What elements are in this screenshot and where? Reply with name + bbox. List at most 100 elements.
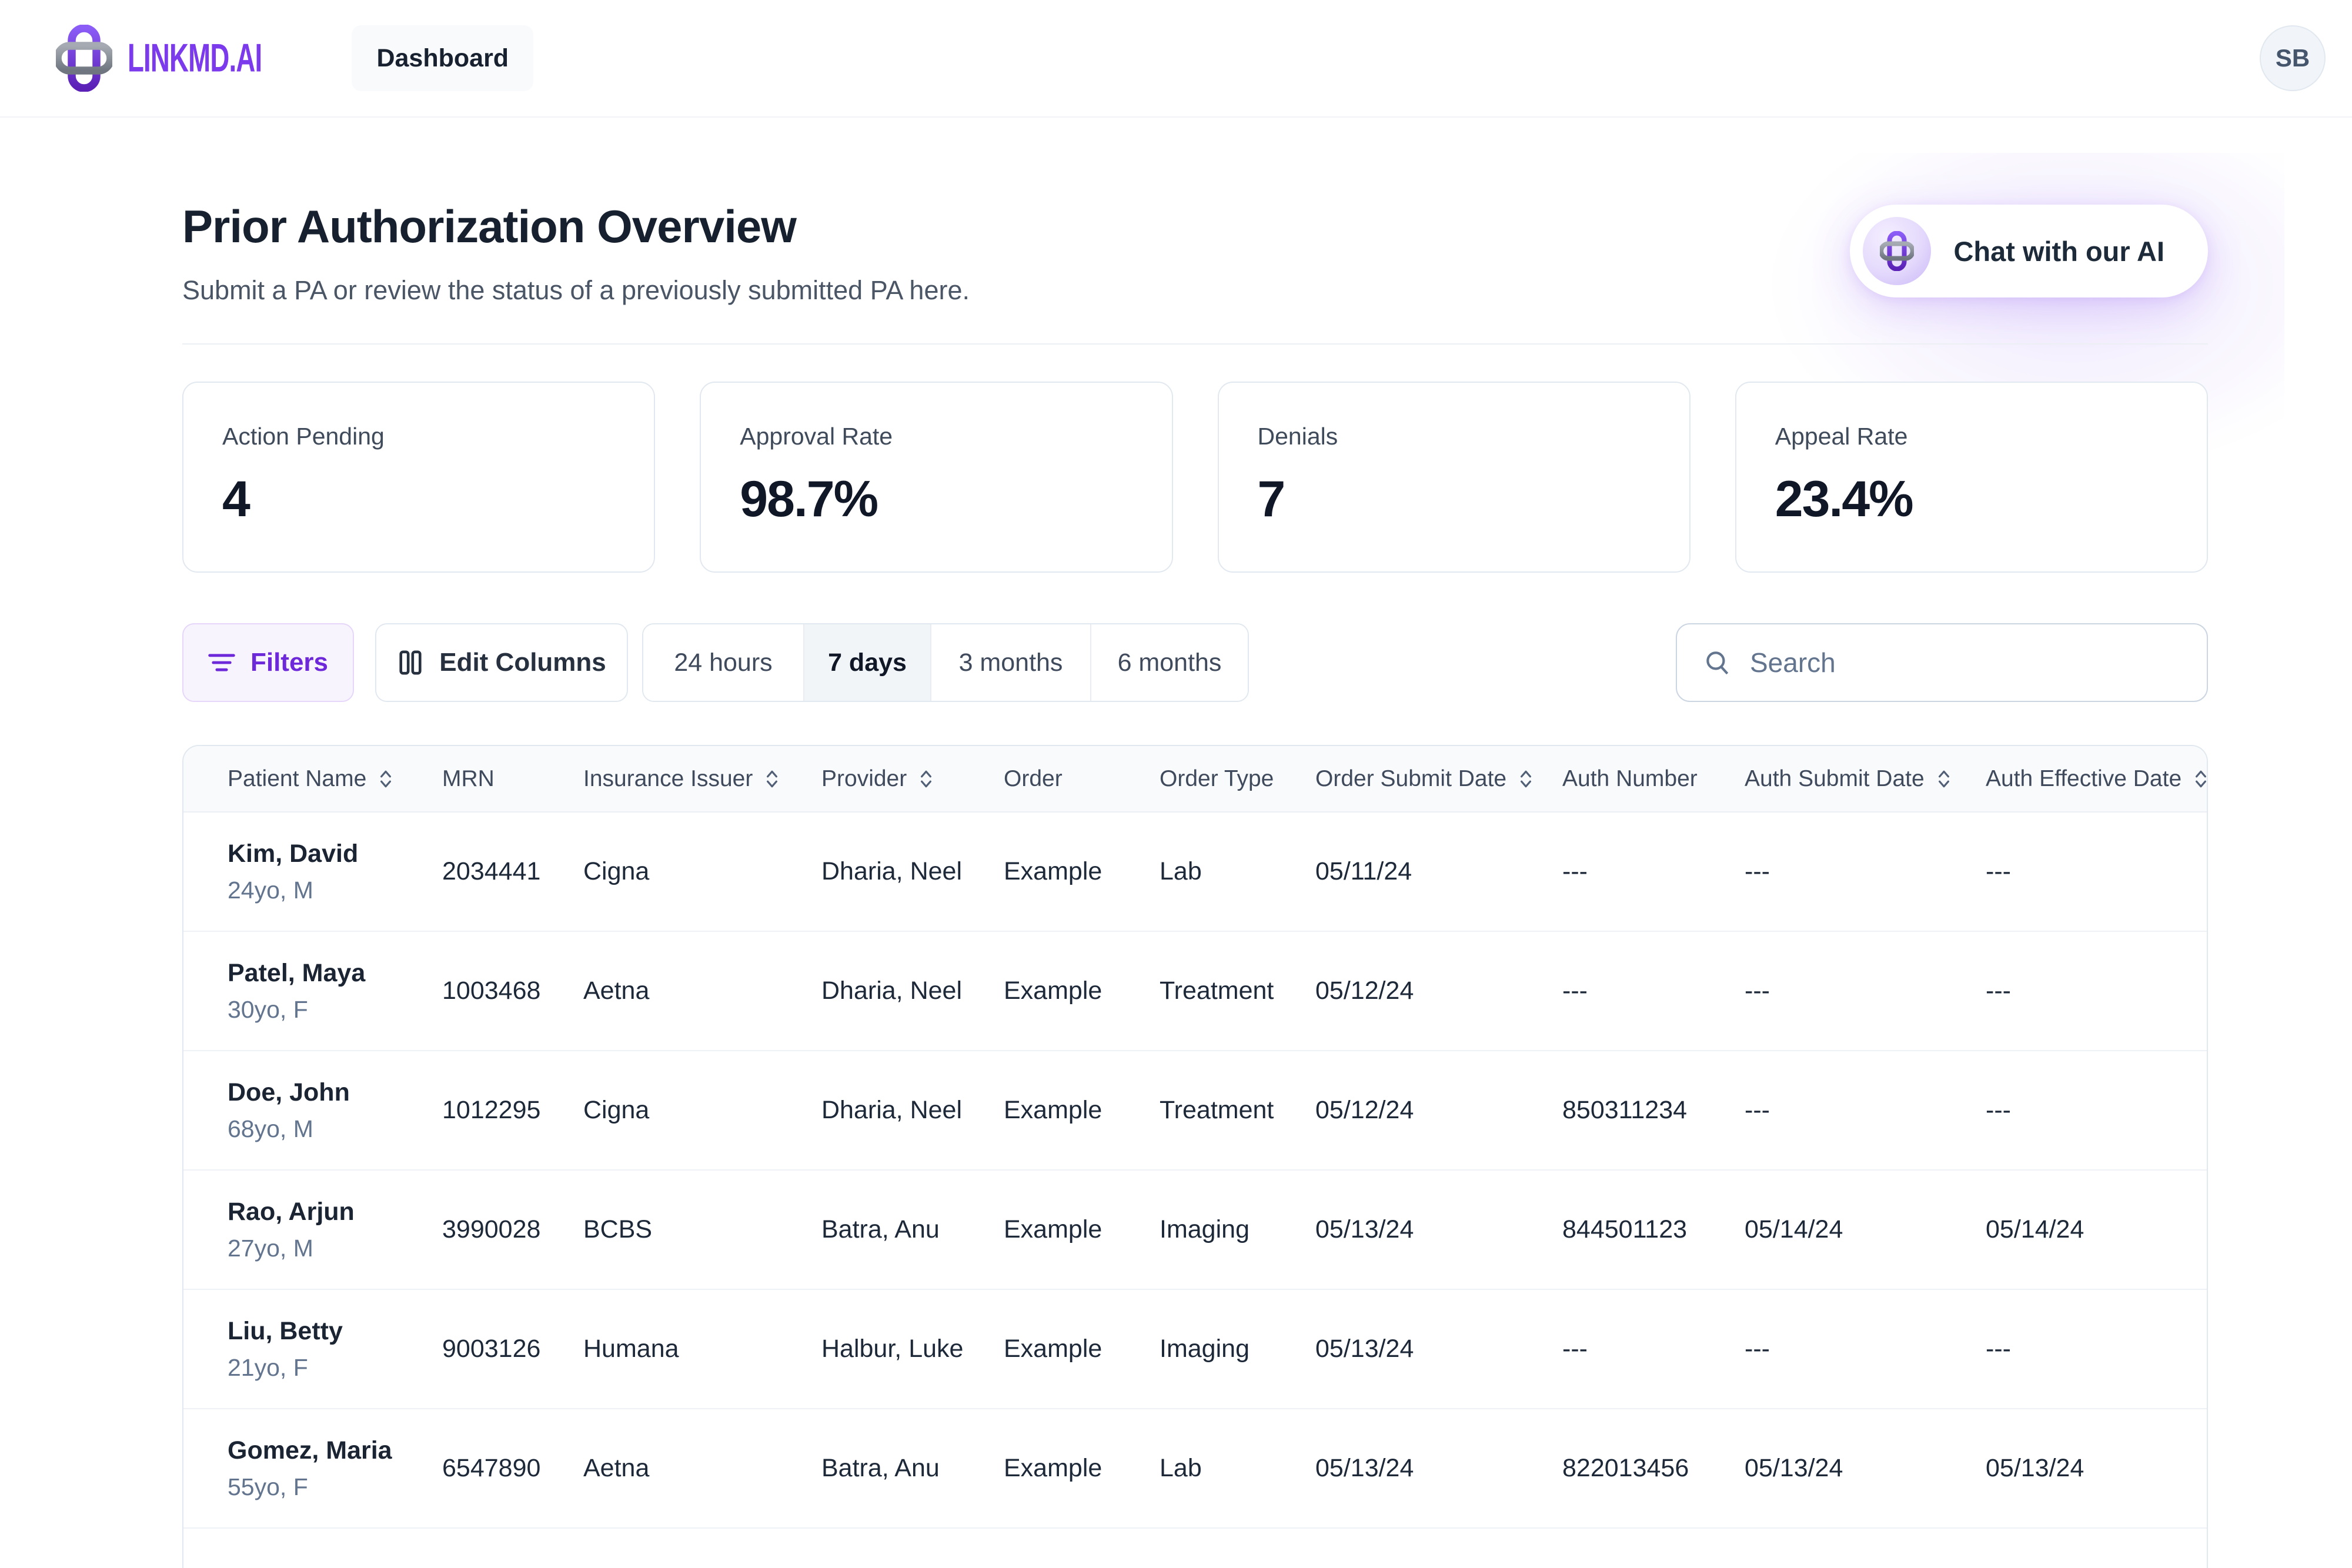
cell-provider: Batra, Anu [821, 1454, 940, 1482]
cell-order-submit-date: 05/13/24 [1315, 1335, 1414, 1363]
user-avatar[interactable]: SB [2260, 25, 2326, 91]
cell-auth-submit-date: --- [1745, 977, 1770, 1005]
edit-columns-label: Edit Columns [439, 648, 606, 677]
cell-auth-effective-date: --- [1986, 1096, 2011, 1124]
cell-order-type: Imaging [1160, 1335, 1250, 1363]
stat-card-denials: Denials 7 [1217, 382, 1690, 573]
section-divider [182, 343, 2208, 345]
table-toolbar: Filters Edit Columns 24 hours 7 days 3 m… [182, 623, 2208, 702]
range-3-months[interactable]: 3 months [930, 624, 1090, 701]
page-title: Prior Authorization Overview [182, 200, 797, 252]
cell-insurance: Aetna [583, 1454, 650, 1482]
col-header-order: Order [1004, 765, 1063, 791]
table-row[interactable]: Kim, David 24yo, M 2034441 Cigna Dharia,… [183, 813, 2207, 932]
time-range-segmented-control: 24 hours 7 days 3 months 6 months [642, 623, 1249, 702]
stat-cards-row: Action Pending 4 Approval Rate 98.7% Den… [182, 382, 2208, 573]
chat-ai-label: Chat with our AI [1953, 235, 2164, 267]
stat-label: Approval Rate [740, 423, 893, 450]
brand-name: LINKMD.AI [128, 36, 262, 81]
cell-patient: Gomez, Maria 55yo, F [228, 1436, 392, 1500]
filters-button[interactable]: Filters [182, 623, 354, 702]
nav-dashboard[interactable]: Dashboard [352, 25, 534, 91]
cell-order: Example [1004, 1335, 1102, 1363]
page-subtitle: Submit a PA or review the status of a pr… [182, 275, 970, 305]
table-row[interactable]: Liu, Betty 21yo, F 9003126 Humana Halbur… [183, 1290, 2207, 1409]
stat-label: Denials [1257, 423, 1338, 450]
table-row[interactable]: Doe, John 68yo, M 1012295 Cigna Dharia, … [183, 1051, 2207, 1171]
sort-icon [2196, 770, 2207, 787]
col-header-order-submit-date[interactable]: Order Submit Date [1315, 766, 1562, 792]
stat-card-approval-rate: Approval Rate 98.7% [700, 382, 1173, 573]
col-header-insurance-issuer[interactable]: Insurance Issuer [583, 766, 821, 792]
prior-auth-table: Patient Name MRN Insurance Issuer Provid… [182, 745, 2208, 1568]
stat-value: 23.4% [1775, 471, 1914, 527]
sort-icon [921, 770, 932, 787]
cell-mrn: 1012295 [442, 1096, 541, 1124]
chat-with-ai-button[interactable]: Chat with our AI [1850, 205, 2208, 297]
sort-icon [767, 770, 778, 787]
linkmd-logo-icon [56, 25, 112, 92]
cell-order: Example [1004, 977, 1102, 1005]
range-24-hours[interactable]: 24 hours [643, 624, 803, 701]
cell-patient: Patel, Maya 30yo, F [228, 958, 366, 1023]
stat-card-action-pending: Action Pending 4 [182, 382, 656, 573]
cell-provider: Halbur, Luke [821, 1335, 964, 1363]
cell-order-type: Lab [1160, 1454, 1202, 1482]
cell-order: Example [1004, 1454, 1102, 1482]
cell-auth-submit-date: 05/13/24 [1745, 1454, 1843, 1482]
col-header-auth-effective-date[interactable]: Auth Effective Date [1986, 766, 2207, 792]
chat-ai-logo-icon [1863, 217, 1932, 285]
cell-order: Example [1004, 857, 1102, 885]
cell-auth-effective-date: 05/13/24 [1986, 1454, 2084, 1482]
sort-icon [1521, 770, 1532, 787]
cell-mrn: 2034441 [442, 857, 541, 885]
edit-columns-button[interactable]: Edit Columns [375, 623, 628, 702]
cell-auth-effective-date: --- [1986, 977, 2011, 1005]
table-row[interactable]: Rao, Arjun 27yo, M 3990028 BCBS Batra, A… [183, 1171, 2207, 1290]
cell-provider: Batra, Anu [821, 1215, 940, 1243]
stat-label: Action Pending [222, 423, 385, 450]
table-row[interactable]: Gomez, Maria 55yo, F 6547890 Aetna Batra… [183, 1409, 2207, 1529]
cell-order-type: Treatment [1160, 977, 1274, 1005]
cell-order: Example [1004, 1096, 1102, 1124]
stat-value: 7 [1257, 471, 1286, 527]
columns-icon [399, 650, 422, 675]
cell-auth-number: --- [1562, 977, 1588, 1005]
table-row[interactable]: Patel, Maya 30yo, F 1003468 Aetna Dharia… [183, 932, 2207, 1051]
cell-auth-submit-date: --- [1745, 857, 1770, 885]
cell-auth-effective-date: 05/14/24 [1986, 1215, 2084, 1243]
stat-card-appeal-rate: Appeal Rate 23.4% [1735, 382, 2208, 573]
range-6-months[interactable]: 6 months [1090, 624, 1248, 701]
cell-insurance: Cigna [583, 857, 650, 885]
cell-order-submit-date: 05/12/24 [1315, 1096, 1414, 1124]
cell-auth-number: --- [1562, 857, 1588, 885]
cell-insurance: Aetna [583, 977, 650, 1005]
cell-auth-submit-date: 05/14/24 [1745, 1215, 1843, 1243]
filter-icon [208, 654, 235, 671]
stat-value: 98.7% [740, 471, 878, 527]
cell-mrn: 1003468 [442, 977, 541, 1005]
brand-logo[interactable]: LINKMD.AI [56, 25, 295, 92]
sort-icon [1938, 770, 1949, 787]
cell-insurance: BCBS [583, 1215, 653, 1243]
col-header-patient-name[interactable]: Patient Name [228, 766, 442, 792]
col-header-mrn: MRN [442, 765, 495, 791]
sort-icon [380, 770, 392, 787]
col-header-provider[interactable]: Provider [821, 766, 1004, 792]
search-icon [1706, 651, 1729, 675]
table-header-row: Patient Name MRN Insurance Issuer Provid… [183, 746, 2207, 813]
cell-auth-number: 822013456 [1562, 1454, 1689, 1482]
stat-label: Appeal Rate [1775, 423, 1908, 450]
cell-mrn: 6547890 [442, 1454, 541, 1482]
cell-auth-number: 844501123 [1562, 1215, 1688, 1243]
cell-auth-number: 850311234 [1562, 1096, 1688, 1124]
col-header-auth-submit-date[interactable]: Auth Submit Date [1745, 766, 1986, 792]
range-7-days[interactable]: 7 days [803, 624, 930, 701]
cell-insurance: Cigna [583, 1096, 650, 1124]
cell-order: Example [1004, 1215, 1102, 1243]
cell-insurance: Humana [583, 1335, 679, 1363]
search-box[interactable] [1676, 623, 2208, 702]
search-input[interactable] [1750, 647, 2181, 678]
cell-order-type: Treatment [1160, 1096, 1274, 1124]
cell-order-submit-date: 05/13/24 [1315, 1454, 1414, 1482]
